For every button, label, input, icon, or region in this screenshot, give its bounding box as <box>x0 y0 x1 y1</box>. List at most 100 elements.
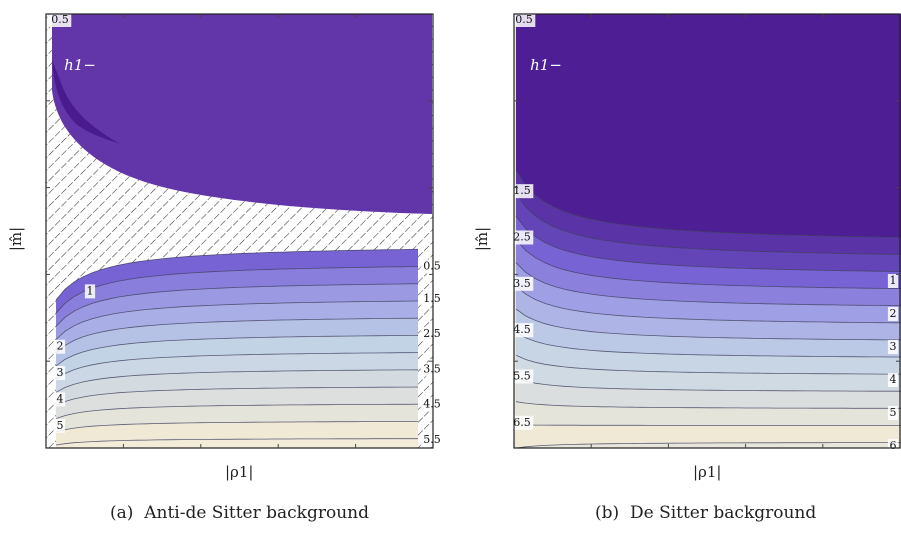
top-tick-label-bg <box>512 13 536 27</box>
top-tick-label: 0.5 <box>515 13 533 26</box>
contour-line <box>515 239 901 289</box>
contour-label-bg <box>887 307 899 321</box>
panel-a: 0.5 1 1.5 2 2.5 3 3.5 4 4.5 5 5.5 0.5 h1− <box>45 13 444 449</box>
contour-label-bg <box>420 259 444 274</box>
contour-label: 0.5 <box>423 260 441 273</box>
contour-line <box>55 421 418 433</box>
contour-band <box>56 266 418 327</box>
contour-line <box>55 352 419 380</box>
contour-line <box>55 386 419 406</box>
contour-label-bg <box>54 392 66 407</box>
contour-label: 2 <box>57 340 64 353</box>
contour-line <box>515 285 901 324</box>
contour-line <box>515 401 901 409</box>
contour-label: 6.5 <box>513 416 531 429</box>
panel-b: 1.5 1 2.5 2 3.5 3 4.5 4 5.5 5 6.5 6 0.5 h1− <box>510 13 901 453</box>
panel-a-xlabel: |ρ1| <box>225 463 254 481</box>
contour-line <box>515 308 901 341</box>
contour-line <box>515 216 901 272</box>
contour-label: 1 <box>87 284 94 297</box>
contour-label: 2 <box>890 307 897 320</box>
contour-label-bg <box>510 230 534 245</box>
contour-line <box>515 262 901 307</box>
top-tick-label: 0.5 <box>51 13 69 26</box>
region-label-h1: h1− <box>530 56 562 74</box>
contour-line <box>55 283 419 327</box>
contour-label-bg <box>887 439 899 453</box>
region-label-h1: h1− <box>64 56 96 74</box>
contour-band <box>56 404 418 432</box>
contour-line <box>515 378 901 392</box>
panel-a-ylabel: |m̂| <box>7 226 26 252</box>
contour-band <box>516 332 901 375</box>
contour-label: 3.5 <box>513 277 531 290</box>
contour-label: 4 <box>57 392 64 405</box>
contour-band <box>56 249 418 314</box>
contour-line <box>55 403 419 419</box>
contour-label: 4.5 <box>513 323 531 336</box>
contour-label-bg <box>420 433 444 447</box>
contour-band <box>56 283 418 340</box>
contour-label: 4 <box>890 373 897 386</box>
contour-line <box>55 317 419 354</box>
caption-a-label: (a) <box>110 503 134 523</box>
contour-label: 6 <box>890 439 897 452</box>
region-top-dark-edge <box>52 60 120 144</box>
contour-band <box>516 424 901 448</box>
contour-band <box>516 216 901 289</box>
contour-label-bg <box>510 323 534 338</box>
contour-label-bg <box>420 362 444 377</box>
contour-line <box>55 438 418 446</box>
contour-band <box>516 355 901 392</box>
panel-a-frame <box>45 13 434 449</box>
region-h1-top <box>52 14 432 214</box>
contour-line <box>55 369 419 393</box>
caption-a: (a) Anti-de Sitter background <box>110 503 369 523</box>
contour-band <box>516 285 901 340</box>
contour-label-bg <box>54 418 66 433</box>
contour-label-bg <box>510 276 534 291</box>
contour-line <box>515 424 901 426</box>
contour-label: 5.5 <box>423 433 441 446</box>
contour-label-bg <box>510 415 534 430</box>
contour-band <box>516 401 901 426</box>
contour-line <box>55 300 419 340</box>
contour-label: 2.5 <box>423 327 441 340</box>
contour-label-bg <box>887 373 899 387</box>
contour-band <box>56 369 418 406</box>
caption-b-label: (b) <box>595 503 620 523</box>
contour-label-bg <box>887 406 899 420</box>
contour-band <box>56 421 418 445</box>
contour-label-bg <box>84 284 96 299</box>
contour-label: 3 <box>57 366 64 379</box>
contour-band <box>56 335 418 380</box>
contour-band <box>516 262 901 323</box>
contour-band-bottom <box>56 438 418 448</box>
panel-b-xlabel: |ρ1| <box>693 463 722 481</box>
contour-line <box>55 266 419 314</box>
panel-b-frame <box>513 13 901 449</box>
contour-label: 5 <box>57 419 64 432</box>
contour-label: 3.5 <box>423 362 441 375</box>
contour-band <box>56 352 418 393</box>
contour-label: 1.5 <box>423 292 441 305</box>
caption-b: (b) De Sitter background <box>595 503 816 523</box>
caption-b-text: De Sitter background <box>629 503 817 523</box>
contour-line <box>55 248 419 301</box>
contour-band <box>56 318 418 366</box>
contour-label-bg <box>887 274 899 288</box>
contour-label-bg <box>54 339 66 354</box>
contour-band <box>516 239 901 306</box>
contour-band <box>56 301 418 353</box>
contour-line <box>55 335 419 367</box>
contour-band <box>516 170 901 255</box>
contour-band <box>516 193 901 272</box>
contour-label: 1 <box>890 274 897 287</box>
contour-band <box>516 378 901 409</box>
region-h1-top <box>516 14 901 238</box>
contour-label: 2.5 <box>513 231 531 244</box>
contour-line <box>515 331 901 358</box>
contour-label-bg <box>420 327 444 342</box>
contour-label-bg <box>54 366 66 381</box>
